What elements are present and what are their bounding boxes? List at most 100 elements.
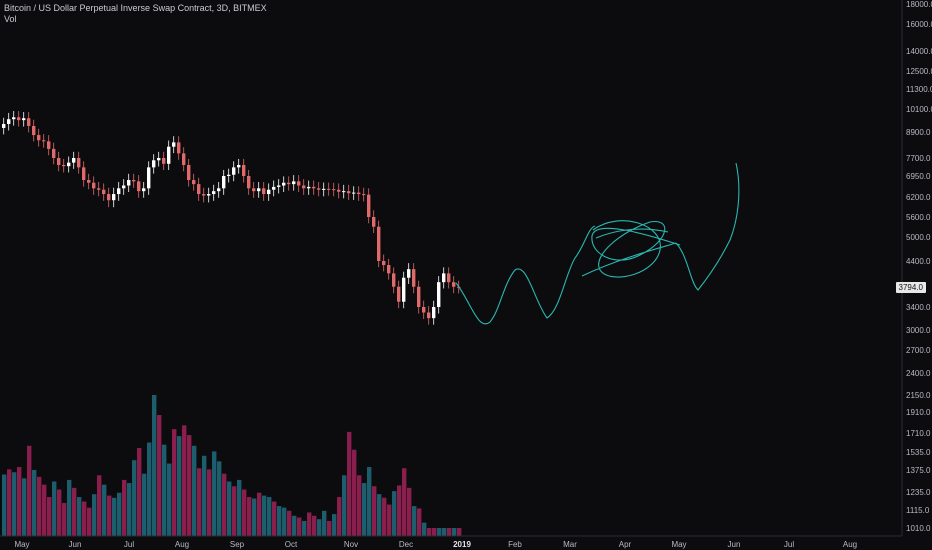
volume-indicator-label[interactable]: Vol — [4, 14, 17, 24]
volume-bar — [112, 497, 117, 536]
volume-bar — [182, 425, 187, 536]
time-axis[interactable]: May Jun Jul Aug Sep Oct Nov Dec 2019 Feb Mar Apr May… — [14, 540, 857, 549]
volume-bar — [212, 451, 217, 536]
candle-body — [247, 176, 251, 189]
candle-body — [332, 189, 336, 191]
symbol-title[interactable]: Bitcoin / US Dollar Perpetual Inverse Sw… — [4, 3, 267, 13]
candle-body — [72, 158, 76, 163]
candle-body — [57, 158, 61, 165]
price-axis-label: 1910.0 — [906, 408, 931, 417]
volume-bar — [207, 469, 212, 536]
time-axis-label: Oct — [285, 540, 298, 549]
candle-body — [82, 167, 86, 181]
candle-body — [147, 167, 151, 189]
volume-bar — [237, 479, 242, 536]
volume-bar — [372, 486, 377, 536]
volume-bar — [137, 448, 142, 536]
candle-body — [317, 188, 321, 190]
volume-bar — [252, 498, 257, 536]
candle-body — [387, 265, 391, 274]
volume-bar — [67, 479, 72, 536]
volume-bar — [97, 475, 102, 536]
price-axis-label: 8900.0 — [906, 128, 931, 137]
candle-body — [77, 158, 81, 168]
volume-bar — [2, 474, 7, 536]
candle-body — [92, 182, 96, 189]
candle-body — [132, 180, 136, 182]
time-axis-label: Aug — [843, 540, 857, 549]
volume-bar — [157, 415, 162, 536]
volume-bar — [37, 476, 42, 536]
volume-bar — [247, 497, 252, 536]
current-price-tag: 3794.0 — [895, 282, 926, 293]
price-axis-label: 1535.0 — [906, 448, 931, 457]
volume-bar — [257, 492, 262, 536]
projection-drawing-scribble — [581, 220, 681, 278]
volume-bar — [317, 519, 322, 536]
volume-bar — [387, 504, 392, 536]
price-axis-label: 6950.0 — [906, 172, 931, 181]
candle-body — [197, 184, 201, 195]
candle-body — [37, 135, 41, 141]
price-axis-label: 14000.0 — [906, 47, 932, 56]
time-axis-label: 2019 — [453, 540, 471, 549]
candle-body — [432, 307, 436, 319]
volume-bar — [282, 507, 287, 536]
projection-drawing-rally — [675, 162, 740, 291]
price-axis-label: 3000.0 — [906, 326, 931, 335]
candle-body — [322, 188, 326, 190]
volume-bar — [142, 473, 147, 536]
price-axis-label: 4400.0 — [906, 257, 931, 266]
volume-bar — [407, 487, 412, 536]
volume-bar — [177, 436, 182, 536]
candle-body — [97, 188, 101, 190]
candle-body — [352, 192, 356, 194]
price-axis[interactable]: 18000.0 16000.0 14000.0 12500.0 11300.0 10100… — [906, 0, 932, 533]
volume-bar — [12, 472, 17, 536]
time-axis-label: Jul — [784, 540, 794, 549]
volume-bar — [347, 431, 352, 536]
candle-body — [222, 176, 226, 189]
time-axis-label: Mar — [563, 540, 577, 549]
volume-bar — [402, 468, 407, 536]
volume-bar — [312, 515, 317, 536]
volume-bar — [367, 467, 372, 536]
volume-bar — [202, 455, 207, 536]
volume-bar — [437, 528, 442, 536]
time-axis-label: Dec — [399, 540, 413, 549]
volume-bar — [62, 503, 67, 536]
projection-drawing-wave — [455, 225, 596, 325]
volume-bar — [272, 501, 277, 536]
volume-bars — [2, 395, 462, 536]
volume-bar — [17, 467, 22, 536]
candle-body — [302, 185, 306, 189]
candle-body — [407, 269, 411, 278]
volume-bar — [332, 514, 337, 536]
candle-body — [47, 141, 51, 149]
candle-body — [102, 189, 106, 195]
volume-bar — [422, 522, 427, 536]
volume-bar — [187, 435, 192, 536]
candle-body — [257, 188, 261, 192]
volume-bar — [92, 494, 97, 536]
time-axis-label: Nov — [344, 540, 358, 549]
time-axis-label: May — [14, 540, 29, 549]
candle-body — [342, 191, 346, 193]
time-axis-label: Apr — [619, 540, 632, 549]
candle-body — [287, 182, 291, 185]
volume-bar — [82, 501, 87, 536]
volume-bar — [362, 483, 367, 536]
candle-body — [337, 189, 341, 192]
volume-bar — [222, 473, 227, 536]
volume-bar — [442, 528, 447, 536]
candle-body — [422, 307, 426, 313]
price-axis-label: 1375.0 — [906, 466, 931, 475]
candle-body — [12, 117, 16, 120]
volume-bar — [382, 497, 387, 536]
candle-body — [117, 188, 121, 195]
volume-bar — [167, 463, 172, 536]
volume-bar — [232, 486, 237, 536]
candle-body — [372, 217, 376, 227]
price-axis-label: 7700.0 — [906, 154, 931, 163]
